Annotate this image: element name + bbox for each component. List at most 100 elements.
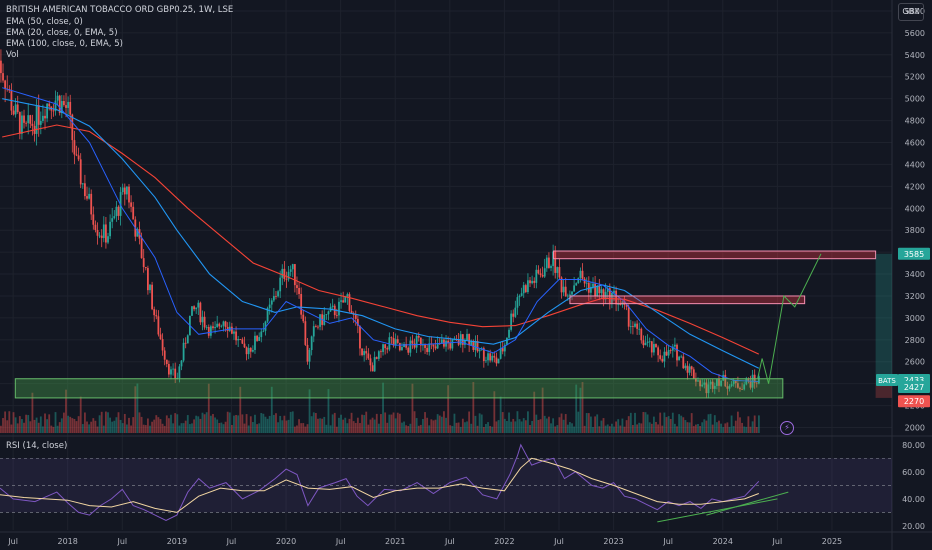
volume-bar — [745, 426, 748, 433]
volume-bar — [302, 423, 305, 433]
candle-body — [107, 236, 109, 243]
volume-bar — [113, 420, 116, 433]
candle-body — [432, 344, 435, 347]
volume-bar — [132, 417, 135, 433]
candle-body — [747, 378, 750, 381]
volume-bar — [455, 422, 458, 433]
volume-bar — [661, 425, 664, 433]
volume-bar — [718, 420, 720, 433]
volume-bar — [254, 414, 256, 433]
volume-bar — [566, 424, 569, 433]
volume-bar — [403, 421, 405, 433]
candle-body — [94, 224, 97, 231]
indicator-ema50[interactable]: EMA (50, close, 0) — [6, 17, 83, 27]
candle-body — [109, 221, 112, 237]
volume-bar — [663, 412, 666, 433]
volume-bar — [673, 423, 676, 433]
candle-body — [506, 337, 508, 345]
volume-bar — [440, 416, 443, 433]
volume-bar — [60, 418, 63, 433]
volume-bar — [684, 420, 687, 433]
candle-body — [634, 323, 636, 327]
volume-bar — [512, 418, 515, 433]
volume-bar — [319, 418, 321, 433]
rsi-label[interactable]: RSI (14, close) — [6, 441, 68, 451]
volume-bar — [747, 416, 750, 433]
volume-bar — [23, 422, 25, 433]
candle-body — [31, 123, 34, 126]
volume-bar — [476, 425, 479, 433]
volume-bar — [46, 419, 49, 433]
volume-bar — [529, 425, 531, 433]
candle-body — [359, 325, 361, 349]
candle-body — [701, 384, 704, 387]
candle-body — [680, 356, 683, 358]
candle-body — [573, 285, 576, 292]
price-tick-label: 4600 — [905, 139, 925, 148]
candle-body — [627, 306, 630, 327]
volume-bar — [600, 420, 603, 433]
volume-bar — [310, 416, 313, 433]
candle-body — [75, 154, 78, 156]
volume-bar — [757, 415, 760, 433]
indicator-volume[interactable]: Vol — [6, 50, 19, 60]
candle-body — [380, 351, 382, 353]
volume-bar — [287, 419, 290, 433]
candle-body — [304, 321, 307, 345]
volume-bar — [713, 415, 716, 433]
candle-body — [342, 300, 345, 303]
candle-body — [371, 365, 374, 372]
indicator-ema20[interactable]: EMA (20, close, 0, EMA, 5) — [6, 28, 118, 38]
volume-bar — [407, 426, 410, 433]
volume-bar — [2, 418, 4, 433]
volume-bar — [279, 415, 282, 433]
volume-bar — [608, 426, 611, 433]
volume-bar — [426, 417, 429, 433]
candle-body — [755, 382, 758, 384]
candle-body — [285, 278, 288, 280]
volume-bar — [487, 422, 489, 433]
candle-body — [251, 349, 254, 352]
volume-bar — [575, 384, 578, 433]
candle-body — [58, 95, 61, 113]
volume-bar — [321, 418, 324, 433]
volume-bar — [10, 424, 13, 433]
volume-bar — [123, 413, 126, 433]
volume-bar — [25, 414, 28, 433]
volume-bar — [356, 417, 359, 433]
candle-body — [220, 325, 223, 327]
volume-bar — [86, 421, 88, 433]
currency-button[interactable]: GBX — [898, 3, 924, 21]
candle-body — [266, 307, 269, 322]
candle-body — [224, 321, 227, 327]
candle-body — [272, 296, 275, 301]
candle-body — [655, 344, 657, 348]
candle-body — [237, 338, 240, 341]
lightning-icon[interactable]: ⚡ — [780, 421, 794, 435]
candle-body — [539, 273, 542, 275]
volume-bar — [134, 386, 137, 433]
volume-bar — [155, 415, 158, 433]
indicator-ema100[interactable]: EMA (100, close, 0, EMA, 5) — [6, 39, 123, 49]
volume-bar — [613, 426, 615, 433]
candle-body — [63, 100, 65, 106]
candle-body — [373, 357, 376, 372]
volume-bar — [216, 419, 219, 433]
candle-body — [92, 214, 95, 225]
candle-body — [512, 313, 515, 317]
volume-bar — [459, 426, 462, 433]
candle-body — [566, 295, 569, 297]
volume-bar — [126, 424, 128, 433]
candle-body — [663, 351, 666, 362]
candle-body — [623, 301, 626, 305]
candle-body — [617, 304, 620, 306]
symbol-label-box — [876, 374, 898, 387]
volume-bar — [174, 413, 177, 433]
volume-bar — [48, 414, 51, 433]
volume-bar — [627, 416, 630, 433]
volume-bar — [646, 414, 649, 433]
candle-body — [235, 331, 237, 341]
candle-body — [516, 297, 519, 308]
candle-body — [474, 340, 477, 350]
